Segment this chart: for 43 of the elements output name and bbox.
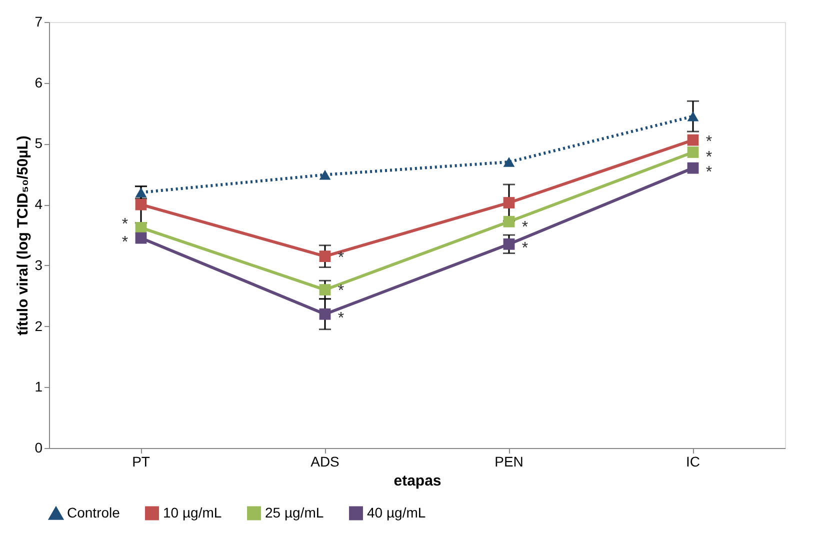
- y-tick-label: 2: [34, 318, 43, 334]
- y-tick-label: 4: [34, 196, 43, 212]
- x-tick-label: PEN: [494, 454, 524, 470]
- annotation: *: [122, 216, 128, 233]
- y-tick-label: 5: [34, 135, 43, 152]
- annotation: *: [706, 148, 712, 166]
- point: [319, 170, 331, 180]
- y-tick-label: 6: [34, 74, 43, 90]
- annotation: *: [522, 218, 528, 236]
- point: [319, 284, 331, 296]
- annotation: *: [338, 310, 344, 328]
- x-tick-label: IC: [686, 454, 700, 470]
- point: [319, 250, 331, 262]
- annotation: *: [122, 234, 128, 252]
- annotation: *: [706, 134, 712, 151]
- legend-label: 10 µg/mL: [163, 504, 222, 520]
- point: [135, 232, 147, 244]
- point: [503, 238, 515, 250]
- legend-label: 25 µg/mL: [265, 504, 324, 520]
- x-tick-label: PT: [132, 454, 150, 470]
- point: [687, 146, 699, 158]
- y-tick-label: 1: [34, 378, 43, 395]
- y-tick-label: 7: [34, 14, 43, 30]
- y-axis-title: título viral (log TCID₅₀/50µL): [14, 136, 32, 336]
- point: [503, 157, 515, 167]
- legend-label: 40 µg/mL: [367, 504, 426, 520]
- x-tick-label: ADS: [310, 454, 340, 470]
- annotation: *: [338, 282, 344, 300]
- y-tick-label: 3: [34, 256, 43, 273]
- point: [135, 198, 147, 210]
- point: [135, 222, 147, 234]
- x-axis-title: etapas: [394, 472, 442, 490]
- legend-label: Controle: [67, 504, 120, 521]
- point: [319, 308, 331, 320]
- annotation: *: [706, 164, 712, 182]
- y-tick-label: 0: [34, 440, 43, 456]
- annotation: *: [522, 240, 528, 258]
- point: [503, 197, 515, 208]
- annotation: *: [338, 249, 344, 266]
- point: [687, 111, 699, 122]
- point: [503, 216, 515, 228]
- point: [687, 162, 699, 174]
- point: [687, 134, 699, 146]
